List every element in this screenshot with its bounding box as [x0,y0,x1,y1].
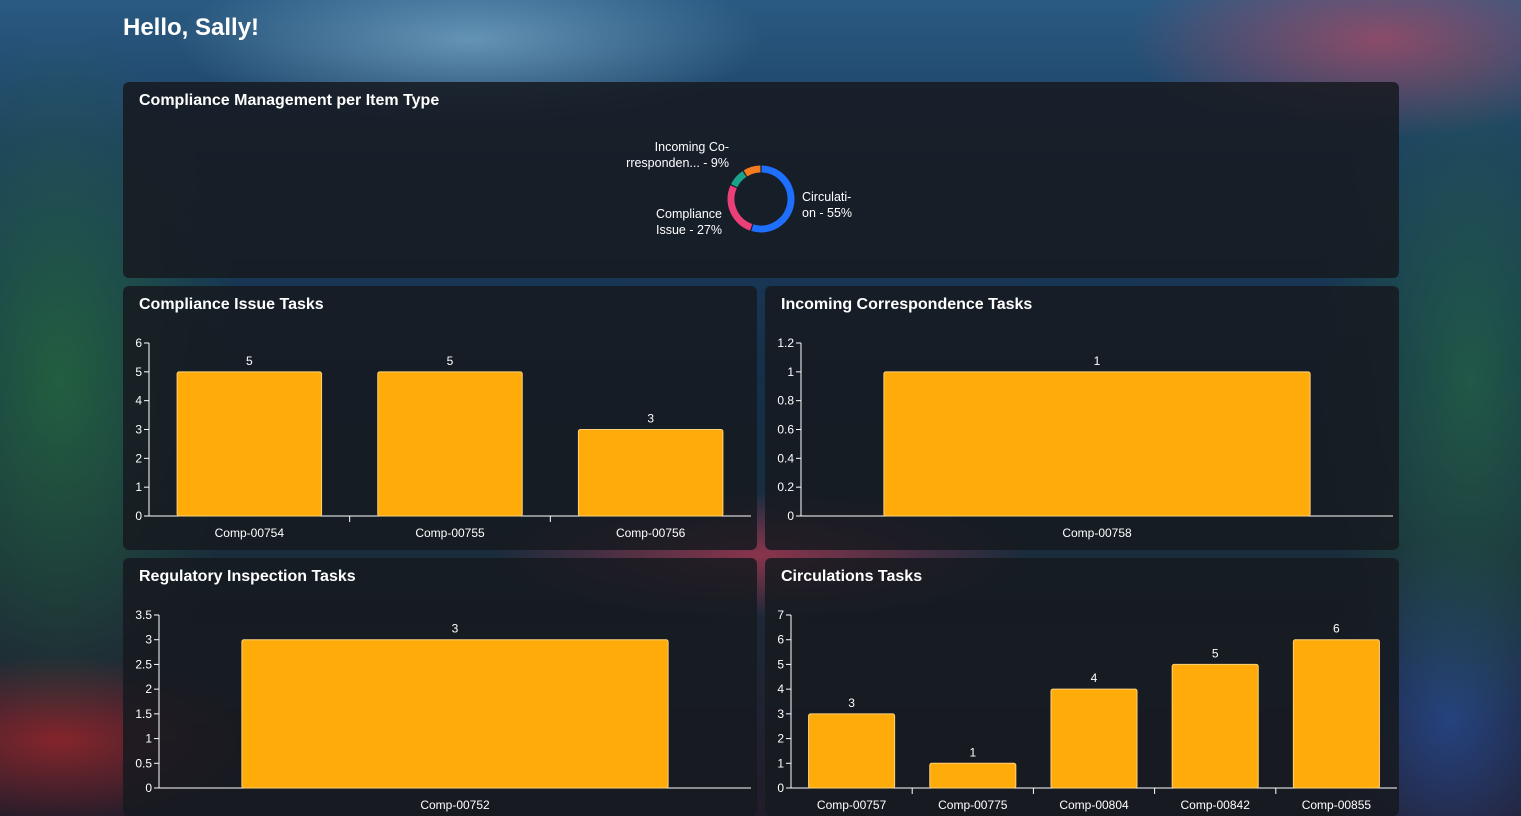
category-label: Comp-00804 [1059,798,1129,812]
data-label: 3 [848,696,855,710]
bar-comp-00754[interactable] [176,371,323,517]
bar-comp-00757[interactable] [808,713,896,789]
y-tick-label: 4 [777,682,784,696]
y-tick-label: 0 [777,781,784,795]
y-tick-label: 1.5 [135,707,152,721]
data-label: 5 [246,354,253,368]
donut-slice-compliance-issue[interactable] [727,185,753,231]
circulations-tasks-card: Circulations Tasks 0 1 2 3 4 5 6 7 3 Comp-00757 1 C… [765,558,1399,816]
compliance-issue-tasks-card: Compliance Issue Tasks 0 1 2 3 4 5 6 5 Comp-0075… [123,286,757,550]
category-label: Comp-00752 [420,798,490,812]
bar-chart: 0 0.5 1 1.5 2 2.5 3 3.5 3 Comp-00752 [135,608,751,812]
y-tick-label: 0 [135,509,142,523]
donut-slice-label: Issue - 27% [656,223,722,237]
donut-slice-label: Incoming Co- [655,140,729,154]
y-tick-label: 4 [135,394,142,408]
bar-chart: 0 1 2 3 4 5 6 5 Comp-00754 5 Comp-00755 3 Comp-00756 [135,336,751,540]
donut-slice-label: Circulati- [802,190,851,204]
y-tick-label: 1 [145,732,152,746]
donut-slice-circulation[interactable] [751,165,795,233]
category-label: Comp-00758 [1062,526,1132,540]
y-tick-label: 2 [777,732,784,746]
bar-chart: 0 0.2 0.4 0.6 0.8 1 1.2 1 Comp-00758 [777,336,1393,540]
data-label: 3 [647,412,654,426]
y-tick-label: 0.6 [777,423,794,437]
y-tick-label: 1 [777,756,784,770]
y-tick-label: 0.8 [777,394,794,408]
category-label: Comp-00775 [938,798,1008,812]
bar-comp-00755[interactable] [377,371,523,517]
card-title: Regulatory Inspection Tasks [139,568,356,585]
category-label: Comp-00755 [415,526,485,540]
y-tick-label: 1 [787,365,794,379]
category-label: Comp-00756 [616,526,686,540]
data-label: 3 [452,622,459,636]
y-tick-label: 6 [135,336,142,350]
y-tick-label: 5 [135,365,142,379]
category-label: Comp-00754 [215,526,285,540]
donut-chart: Circulati-on - 55% Compliance Issue - 27% I… [626,140,852,237]
y-tick-label: 3.5 [135,608,152,622]
y-tick-label: 0.2 [777,480,794,494]
regulatory-inspection-tasks-card: Regulatory Inspection Tasks 0 0.5 1 1.5 2 2.5… [123,558,757,816]
y-tick-label: 7 [777,608,784,622]
y-tick-label: 0.5 [135,756,152,770]
y-tick-label: 0 [145,781,152,795]
data-label: 5 [447,354,454,368]
y-tick-label: 2 [145,682,152,696]
data-label: 4 [1091,671,1098,685]
donut-slice-label: rresponden... - 9% [626,156,729,170]
bar-comp-00752[interactable] [241,639,669,789]
y-tick-label: 5 [777,657,784,671]
y-tick-label: 6 [777,633,784,647]
category-label: Comp-00855 [1302,798,1372,812]
y-tick-label: 3 [135,423,142,437]
donut-slice-regulatory-inspection[interactable] [743,165,761,177]
y-tick-label: 2.5 [135,657,152,671]
donut-slice-label: Compliance [656,207,722,221]
card-title: Compliance Issue Tasks [139,296,324,313]
card-title: Compliance Management per Item Type [139,92,440,109]
y-tick-label: 2 [135,451,142,465]
data-label: 5 [1212,646,1219,660]
bar-comp-00756[interactable] [577,429,724,517]
greeting-heading: Hello, Sally! [123,14,260,41]
bar-comp-00842[interactable] [1171,663,1259,789]
y-tick-label: 1.2 [777,336,794,350]
category-label: Comp-00757 [817,798,887,812]
card-title: Incoming Correspondence Tasks [781,296,1033,313]
data-label: 1 [969,745,976,759]
y-tick-label: 0 [787,509,794,523]
bar-comp-00855[interactable] [1292,639,1380,789]
y-tick-label: 3 [777,707,784,721]
bar-comp-00804[interactable] [1050,688,1138,789]
bar-comp-00758[interactable] [883,371,1311,517]
donut-slice-incoming-correspondence[interactable] [730,171,747,188]
y-tick-label: 1 [135,480,142,494]
donut-slice-label: on - 55% [802,206,852,220]
y-tick-label: 0.4 [777,451,794,465]
y-tick-label: 3 [145,633,152,647]
compliance-management-card: Compliance Management per Item Type Circ… [123,82,1399,278]
bar-comp-00775[interactable] [929,762,1017,789]
category-label: Comp-00842 [1181,798,1251,812]
bar-chart: 0 1 2 3 4 5 6 7 3 Comp-00757 1 Comp-00775 4 Comp-0080… [777,608,1397,812]
incoming-correspondence-tasks-card: Incoming Correspondence Tasks 0 0.2 0.4 0.6… [765,286,1399,550]
card-title: Circulations Tasks [781,568,923,585]
data-label: 1 [1094,354,1101,368]
data-label: 6 [1333,622,1340,636]
